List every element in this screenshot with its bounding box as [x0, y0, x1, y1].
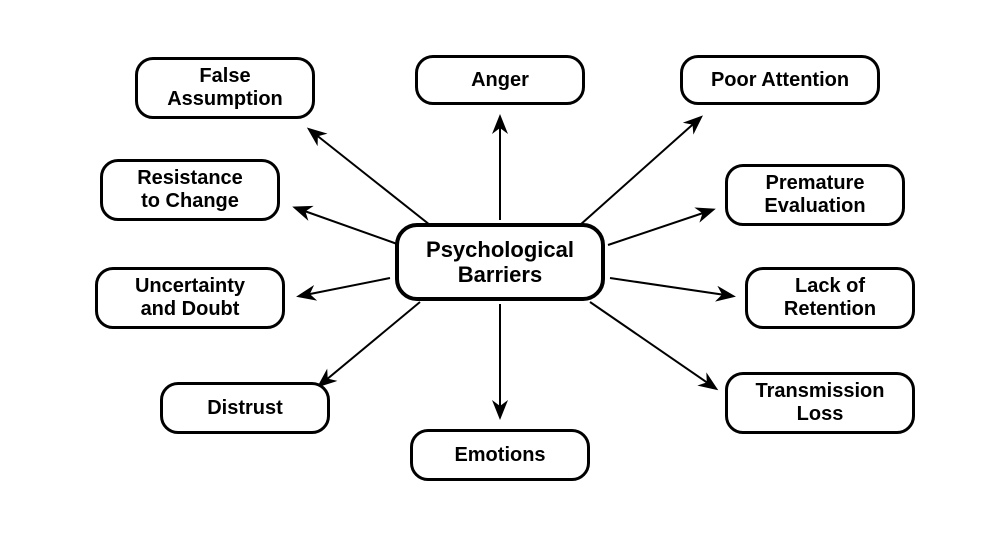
node-label: Uncertainty and Doubt — [135, 275, 245, 321]
node-label: Distrust — [207, 397, 283, 420]
node-anger: Anger — [415, 55, 585, 105]
edge-lack_of_retention — [610, 278, 732, 296]
diagram-stage: Psychological Barriers False Assumption An… — [0, 0, 1000, 550]
edge-transmission_loss — [590, 302, 715, 388]
edge-false_assumption — [310, 130, 430, 225]
node-label: False Assumption — [167, 65, 283, 111]
edge-premature_evaluation — [608, 210, 712, 245]
node-distrust: Distrust — [160, 382, 330, 434]
node-label: Resistance to Change — [137, 167, 243, 213]
node-false_assumption: False Assumption — [135, 57, 315, 119]
node-label: Psychological Barriers — [426, 237, 574, 288]
node-poor_attention: Poor Attention — [680, 55, 880, 105]
node-resistance_to_change: Resistance to Change — [100, 159, 280, 221]
node-transmission_loss: Transmission Loss — [725, 372, 915, 434]
node-label: Emotions — [454, 444, 545, 467]
node-emotions: Emotions — [410, 429, 590, 481]
node-premature_evaluation: Premature Evaluation — [725, 164, 905, 226]
edge-distrust — [320, 302, 420, 385]
node-lack_of_retention: Lack of Retention — [745, 267, 915, 329]
edge-resistance_to_change — [296, 208, 400, 245]
node-label: Anger — [471, 69, 529, 92]
node-center: Psychological Barriers — [395, 223, 605, 301]
node-uncertainty_and_doubt: Uncertainty and Doubt — [95, 267, 285, 329]
node-label: Lack of Retention — [784, 275, 876, 321]
edge-poor_attention — [580, 118, 700, 225]
edge-uncertainty_and_doubt — [300, 278, 390, 296]
node-label: Poor Attention — [711, 69, 849, 92]
node-label: Transmission Loss — [756, 380, 885, 426]
node-label: Premature Evaluation — [764, 172, 865, 218]
